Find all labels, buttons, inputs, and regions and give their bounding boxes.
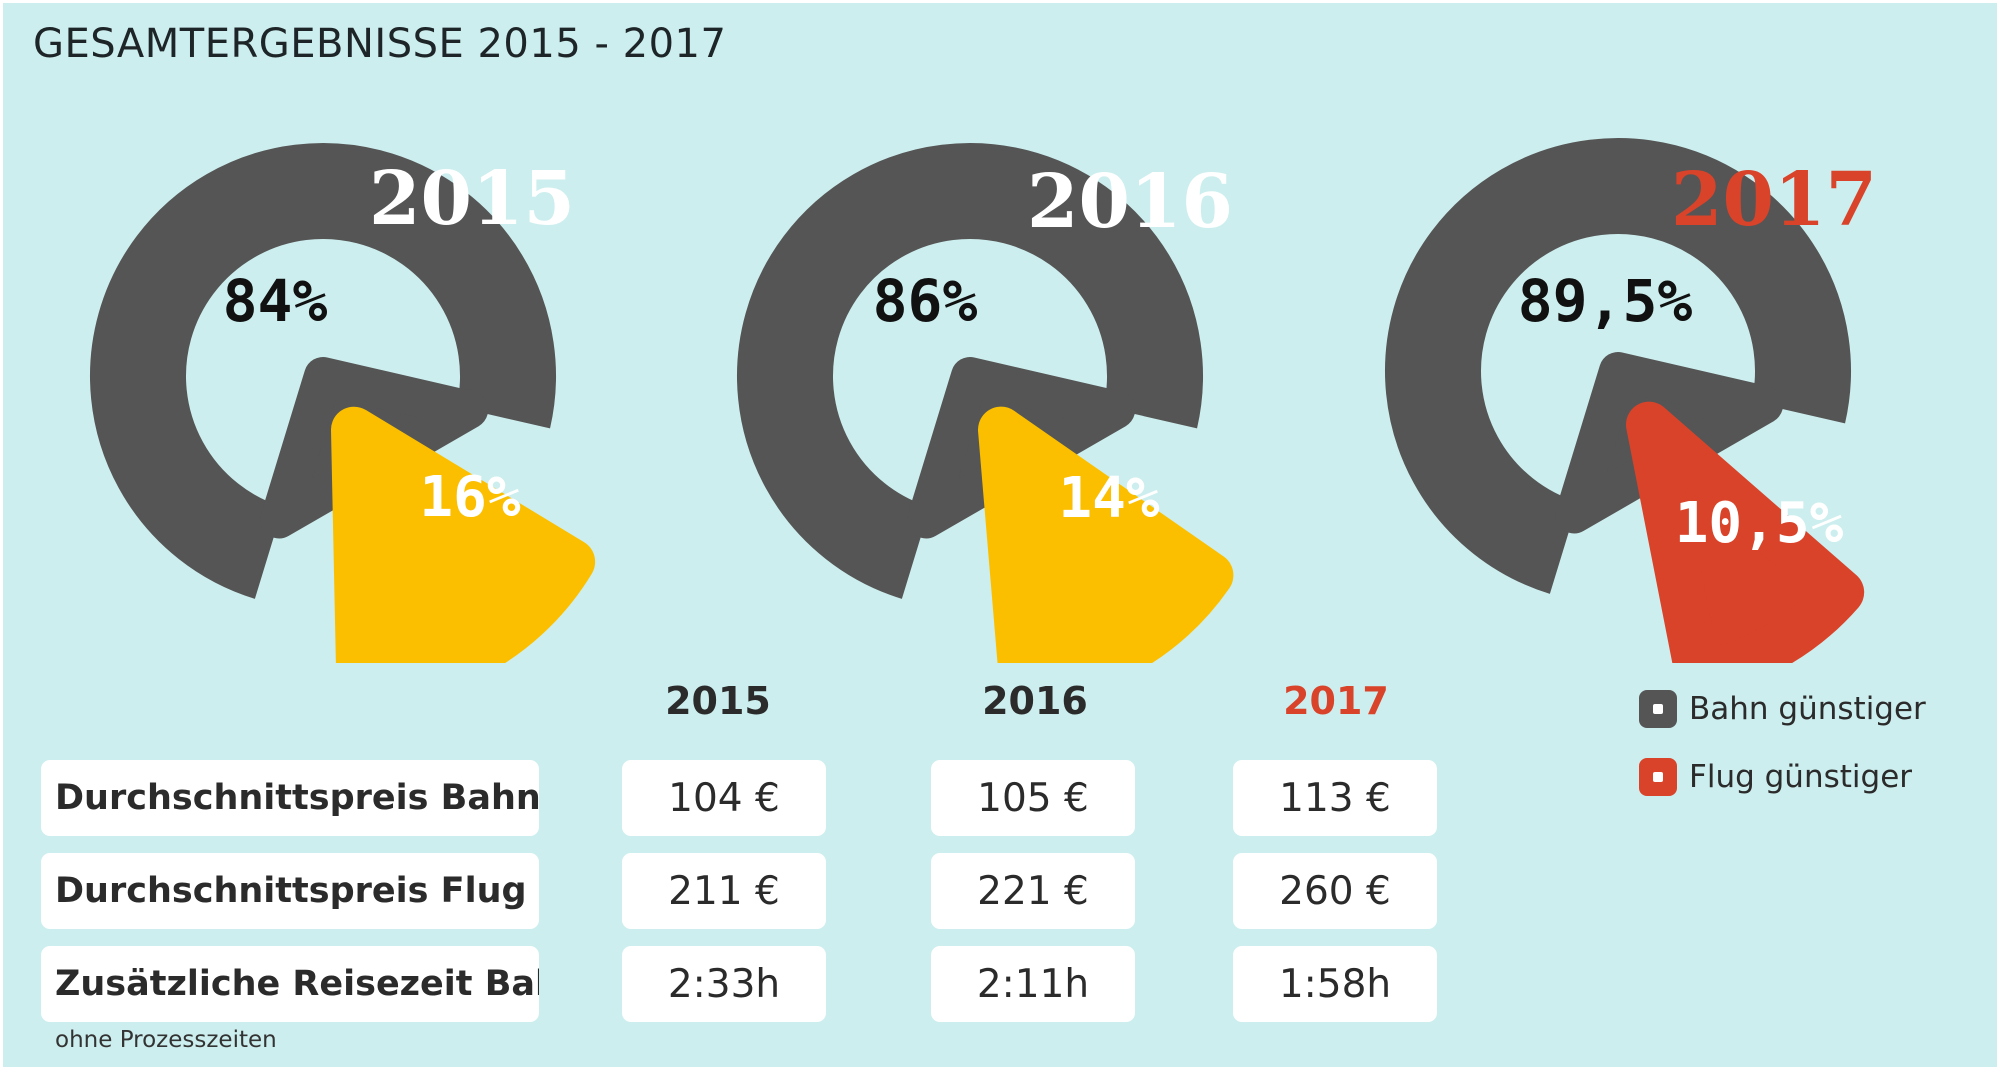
legend-swatch-icon — [1639, 758, 1677, 796]
bahn-ring-2015 — [90, 143, 556, 599]
legend-item: Bahn günstiger — [1639, 687, 1926, 731]
donut-year-2016: 2016 — [1027, 159, 1233, 245]
column-header-2015: 2015 — [665, 679, 771, 723]
row-label: Zusätzliche Reisezeit Bahn — [41, 946, 539, 1022]
page-title: GESAMTERGEBNISSE 2015 - 2017 — [33, 21, 727, 67]
column-header-2017: 2017 — [1283, 679, 1389, 723]
table-cell: 221 € — [931, 853, 1135, 929]
bahn-percent-2016: 86% — [873, 267, 978, 335]
bahn-ring-2017 — [1385, 138, 1851, 594]
table-cell: 2:11h — [931, 946, 1135, 1022]
table-cell: 113 € — [1233, 760, 1437, 836]
legend-label: Flug günstiger — [1689, 759, 1913, 795]
table-cell: 211 € — [622, 853, 826, 929]
donut-charts: 2015 84% 16% 2016 86% 14% 2017 89,5% 10,5% — [90, 138, 1877, 663]
donut-2015: 2015 84% 16% — [90, 143, 596, 663]
legend-swatch-icon — [1639, 690, 1677, 728]
table-cell: 105 € — [931, 760, 1135, 836]
flug-slice-2017 — [1626, 401, 1865, 663]
table-cell: 2:33h — [622, 946, 826, 1022]
infographic: GESAMTERGEBNISSE 2015 - 2017 2015 84% 16% 2… — [3, 3, 1997, 1067]
donut-2016: 2016 86% 14% — [737, 143, 1234, 663]
column-header-2016: 2016 — [982, 679, 1088, 723]
flug-slice-2015 — [331, 406, 596, 663]
bahn-percent-2017: 89,5% — [1518, 267, 1693, 335]
flug-percent-2017: 10,5% — [1675, 491, 1844, 556]
donut-year-2015: 2015 — [369, 156, 575, 242]
donut-year-2017: 2017 — [1671, 157, 1877, 243]
flug-percent-2016: 14% — [1058, 466, 1159, 531]
legend-item: Flug günstiger — [1639, 755, 1912, 799]
bahn-percent-2015: 84% — [223, 267, 328, 335]
legend-label: Bahn günstiger — [1689, 691, 1926, 727]
row-label: Durchschnittspreis Bahn — [41, 760, 539, 836]
flug-percent-2015: 16% — [419, 465, 520, 530]
table-cell: 260 € — [1233, 853, 1437, 929]
row-label: Durchschnittspreis Flug — [41, 853, 539, 929]
table-cell: 1:58h — [1233, 946, 1437, 1022]
table-cell: 104 € — [622, 760, 826, 836]
bahn-ring-2016 — [737, 143, 1203, 599]
footnote: ohne Prozesszeiten — [55, 1027, 277, 1053]
donut-2017: 2017 89,5% 10,5% — [1385, 138, 1877, 663]
flug-slice-2016 — [978, 406, 1234, 663]
